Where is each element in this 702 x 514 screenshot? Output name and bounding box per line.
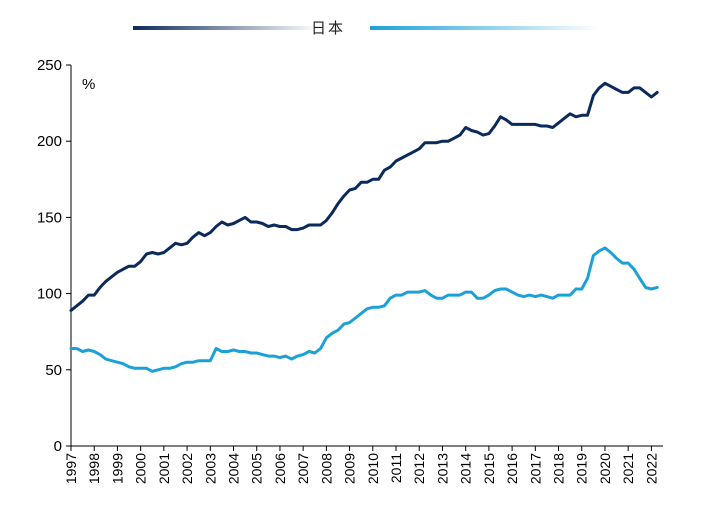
x-tick-label: 2007: [295, 453, 311, 484]
x-tick-label: 2020: [597, 453, 613, 484]
series-line-light: [69, 246, 659, 373]
axes: [70, 65, 663, 447]
y-tick-label: 0: [54, 438, 62, 455]
x-tick-label: 2001: [156, 453, 172, 484]
y-tick-label: 50: [45, 362, 62, 379]
y-tick-label: 200: [37, 133, 62, 150]
x-tick-label: 1999: [109, 453, 125, 484]
legend-label: 日本: [311, 19, 345, 37]
x-tick-label: 2021: [620, 453, 636, 484]
x-tick-label: 1997: [63, 453, 79, 484]
series-group: [69, 81, 659, 373]
x-tick-label: 2018: [551, 453, 567, 484]
y-axis-ticks: 0 50 100 150 200 250: [37, 57, 71, 455]
x-tick-label: 2013: [434, 453, 450, 484]
x-tick-label: 2012: [411, 453, 427, 484]
legend: 日本: [133, 19, 600, 37]
y-tick-label: 250: [37, 57, 62, 74]
x-tick-label: 2011: [388, 453, 404, 483]
x-tick-label: 2008: [318, 453, 334, 484]
y-tick-label: 150: [37, 209, 62, 226]
x-axis-ticks: 1997 1998 1999 2000 2001 2002 2003 2004 2005 2006…: [63, 446, 659, 484]
x-tick-label: 2016: [504, 453, 520, 484]
legend-swatch-light: [370, 26, 600, 30]
x-tick-label: 2022: [643, 453, 659, 484]
x-tick-label: 2006: [272, 453, 288, 484]
x-tick-label: 2005: [249, 453, 265, 484]
series-line-dark: [69, 81, 659, 312]
x-tick-label: 2017: [527, 453, 543, 484]
x-tick-label: 2015: [481, 453, 497, 484]
legend-swatch-dark: [133, 26, 318, 30]
y-unit-label: %: [82, 76, 95, 93]
x-tick-label: 2004: [226, 453, 242, 484]
x-tick-label: 2010: [365, 453, 381, 484]
x-tick-label: 1998: [86, 453, 102, 484]
x-tick-label: 2003: [202, 453, 218, 484]
x-tick-label: 2002: [179, 453, 195, 484]
x-tick-label: 2009: [342, 453, 358, 484]
x-tick-label: 2014: [458, 453, 474, 484]
x-tick-label: 2019: [574, 453, 590, 484]
y-tick-label: 100: [37, 286, 62, 303]
x-tick-label: 2000: [133, 453, 149, 484]
